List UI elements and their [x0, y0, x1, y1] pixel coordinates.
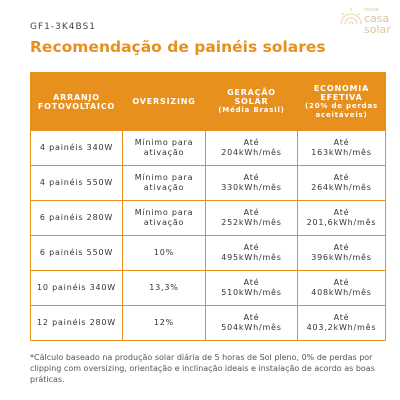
table-row: 10 painéis 340W 13,3% Até 510kWh/mês Até 408k… [30, 270, 386, 306]
cell-text: 510kWh/mês [221, 288, 282, 297]
cell-text: 495kWh/mês [221, 253, 282, 262]
table-cell: Até 495kWh/mês [205, 235, 298, 271]
cell-text: Até [243, 138, 260, 147]
table-cell: 12 painéis 280W [30, 305, 123, 341]
cell-text: 4 painéis 340W [39, 143, 114, 152]
logo: nossa casa solar [340, 7, 391, 36]
table-row: 4 painéis 340W Mínimo para ativação Até 204k… [30, 130, 386, 166]
cell-text: 10% [153, 248, 175, 257]
cell-text: 163kWh/mês [311, 148, 372, 157]
cell-text: Até [243, 173, 260, 182]
cell-text: 4 painéis 550W [39, 178, 114, 187]
cell-text: Mínimo para [134, 208, 194, 217]
table-cell: Até 510kWh/mês [205, 270, 298, 306]
cell-text: Até [333, 173, 350, 182]
cell-text: 6 painéis 550W [39, 248, 114, 257]
header-text: FOTOVOLTAICO [37, 101, 116, 111]
header-cell: ECONOMIA EFETIVA (20% de perdas aceitáveis) [297, 72, 386, 131]
cell-text: 408kWh/mês [311, 288, 372, 297]
table-cell: Até 264kWh/mês [297, 165, 386, 201]
cell-text: 403,2kWh/mês [306, 323, 377, 332]
table-cell: Até 201,6kWh/mês [297, 200, 386, 236]
cell-text: Mínimo para [134, 173, 194, 182]
cell-text: Até [333, 243, 350, 252]
cell-text: ativação [143, 148, 185, 157]
cell-text: Até [243, 208, 260, 217]
code: GF1-3K4BS1 [30, 22, 96, 32]
table-cell: Até 504kWh/mês [205, 305, 298, 341]
cell-text: 13,3% [149, 283, 179, 292]
cell-text: 10 painéis 340W [36, 283, 117, 292]
cell-text: Até [243, 278, 260, 287]
cell-text: 12% [153, 318, 175, 327]
cell-text: ativação [143, 183, 185, 192]
cell-text: Até [333, 313, 350, 322]
table-cell: Até 408kWh/mês [297, 270, 386, 306]
header-text: aceitáveis) [315, 110, 368, 119]
table-cell: 12% [122, 305, 206, 341]
logo-line: solar [364, 23, 391, 36]
table-cell: 4 painéis 340W [30, 130, 123, 166]
header-text: ECONOMIA [313, 83, 370, 93]
header-text: SOLAR [234, 97, 269, 106]
cell-text: 12 painéis 280W [36, 318, 117, 327]
header-text: (20% de perdas [305, 101, 378, 110]
table-cell: Até 396kWh/mês [297, 235, 386, 271]
table-row: 6 painéis 550W 10% Até 495kWh/mês Até 396kWh/… [30, 235, 386, 271]
cell-text: 204kWh/mês [221, 148, 282, 157]
table-cell: 10 painéis 340W [30, 270, 123, 306]
cell-text: 252kWh/mês [221, 218, 282, 227]
table-row: 12 painéis 280W 12% Até 504kWh/mês Até 403,2k… [30, 305, 386, 341]
cell-text: 6 painéis 280W [39, 213, 114, 222]
header-row: ARRANJO FOTOVOLTAICO OVERSIZING GERAÇÃO SOLA… [30, 72, 386, 131]
header-text: ARRANJO [53, 92, 100, 102]
table-row: 6 painéis 280W Mínimo para ativação Até 252k… [30, 200, 386, 236]
logo-small: nossa [364, 7, 379, 13]
header-cell: OVERSIZING [122, 72, 206, 131]
cell-text: Mínimo para [134, 138, 194, 147]
header-cell: ARRANJO FOTOVOLTAICO [30, 72, 123, 131]
table-cell: Até 403,2kWh/mês [297, 305, 386, 341]
header-text: (Média Brasil) [218, 106, 285, 114]
title: Recomendação de painéis solares [30, 38, 326, 56]
cell-text: Até [333, 278, 350, 287]
cell-text: Até [333, 138, 350, 147]
cell-text: 201,6kWh/mês [306, 218, 377, 227]
table-cell: Até 252kWh/mês [205, 200, 298, 236]
table-cell: 13,3% [122, 270, 206, 306]
cell-text: 396kWh/mês [311, 253, 372, 262]
cell-text: Até [243, 313, 260, 322]
table-cell: Mínimo para ativação [122, 130, 206, 166]
table-cell: Mínimo para ativação [122, 165, 206, 201]
cell-text: 504kWh/mês [221, 323, 282, 332]
cell-text: Até [333, 208, 350, 217]
header-text: GERAÇÃO [227, 88, 276, 97]
table-cell: 6 painéis 280W [30, 200, 123, 236]
table-cell: Até 330kWh/mês [205, 165, 298, 201]
table-cell: Até 204kWh/mês [205, 130, 298, 166]
cell-text: Até [243, 243, 260, 252]
table-cell: Mínimo para ativação [122, 200, 206, 236]
cell-text: ativação [143, 218, 185, 227]
logo-line: casa [364, 12, 389, 25]
footnote: *Cálculo baseado na produção solar diári… [30, 353, 375, 384]
header-text: OVERSIZING [132, 97, 196, 106]
table-row: 4 painéis 550W Mínimo para ativação Até 330k… [30, 165, 386, 201]
table-cell: Até 163kWh/mês [297, 130, 386, 166]
header-cell: GERAÇÃO SOLAR (Média Brasil) [205, 72, 298, 131]
table: ARRANJO FOTOVOLTAICO OVERSIZING GERAÇÃO SOLA… [30, 72, 386, 341]
cell-text: 330kWh/mês [221, 183, 282, 192]
table-body: 4 painéis 340W Mínimo para ativação Até 204k… [30, 130, 386, 341]
header-text: EFETIVA [320, 92, 363, 102]
cell-text: 264kWh/mês [311, 183, 372, 192]
table-cell: 6 painéis 550W [30, 235, 123, 271]
table-cell: 4 painéis 550W [30, 165, 123, 201]
table-cell: 10% [122, 235, 206, 271]
